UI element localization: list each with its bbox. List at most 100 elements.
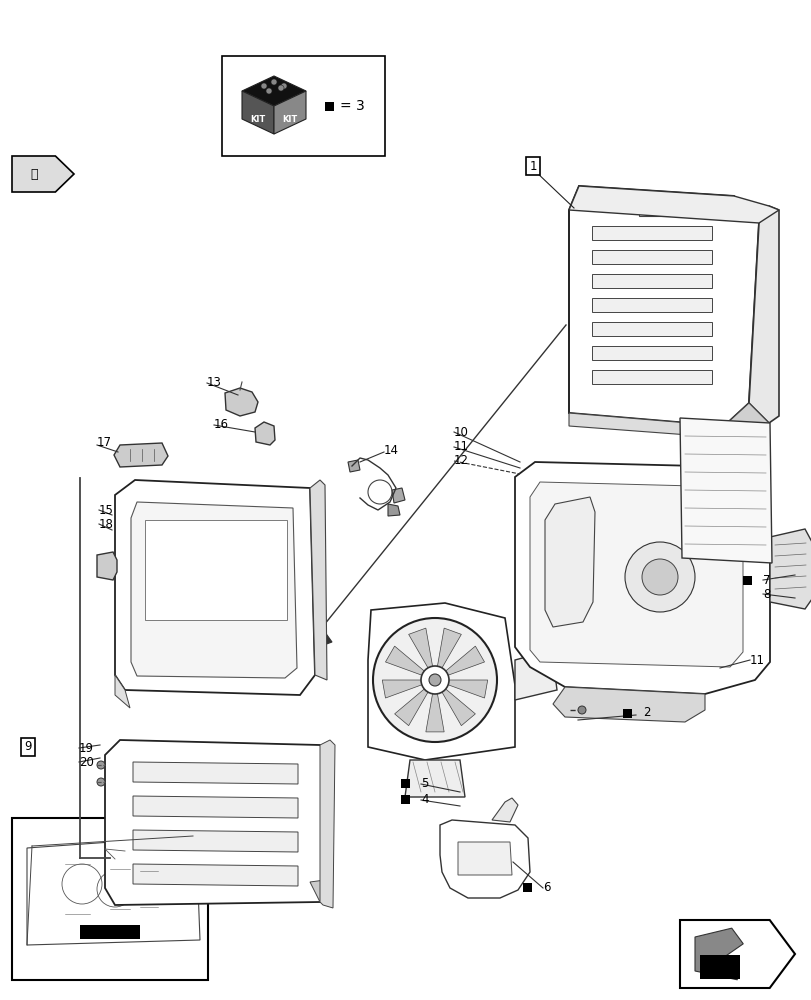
Polygon shape [440,688,474,726]
Bar [523,883,532,892]
Text: 12: 12 [453,454,469,468]
Text: 7: 7 [762,574,770,586]
Polygon shape [569,413,728,438]
Text: 18: 18 [99,518,114,530]
Circle shape [97,778,105,786]
Polygon shape [569,186,758,426]
Polygon shape [225,388,258,416]
Polygon shape [133,796,298,818]
Polygon shape [382,680,423,698]
Polygon shape [385,646,425,676]
Polygon shape [591,298,711,312]
Polygon shape [115,675,130,708]
Text: 20: 20 [79,756,94,768]
Polygon shape [97,552,117,580]
Polygon shape [425,692,444,732]
Polygon shape [394,688,428,726]
Text: 9: 9 [24,740,32,754]
Polygon shape [27,836,200,945]
Polygon shape [591,274,711,288]
Bar [401,779,410,788]
Circle shape [97,761,105,769]
Text: 1: 1 [529,160,536,173]
Polygon shape [392,488,405,503]
Polygon shape [748,206,778,423]
Text: 2: 2 [642,706,650,720]
Polygon shape [114,443,168,467]
Polygon shape [444,646,484,676]
Polygon shape [530,482,742,667]
Polygon shape [348,460,359,472]
Polygon shape [12,156,74,192]
Polygon shape [408,628,432,670]
Polygon shape [242,76,306,106]
Polygon shape [133,864,298,886]
Circle shape [624,542,694,612]
Polygon shape [273,91,306,134]
Polygon shape [591,250,711,264]
Bar [325,102,334,111]
Polygon shape [769,529,811,609]
Text: 13: 13 [207,375,221,388]
Polygon shape [723,403,768,440]
Bar [145,520,286,620]
Polygon shape [133,830,298,852]
Polygon shape [514,462,769,694]
Text: 8: 8 [762,587,770,600]
Bar [80,925,139,939]
Bar [623,708,632,718]
Circle shape [428,674,440,686]
Text: KIT: KIT [282,115,298,124]
Circle shape [281,83,286,89]
Text: 📋: 📋 [30,168,37,181]
Text: 11: 11 [749,654,764,666]
Polygon shape [388,504,400,516]
Polygon shape [679,418,771,563]
Polygon shape [320,740,335,908]
Polygon shape [591,370,711,384]
Polygon shape [436,628,461,670]
Polygon shape [131,502,297,678]
Polygon shape [514,650,556,700]
Polygon shape [591,346,711,360]
Text: = 3: = 3 [340,99,364,113]
Text: 16: 16 [214,418,229,432]
Polygon shape [591,322,711,336]
Polygon shape [440,820,530,898]
Polygon shape [310,880,329,902]
Text: 4: 4 [420,793,428,806]
Bar [401,795,410,804]
Polygon shape [105,740,329,905]
Circle shape [420,666,448,694]
Polygon shape [569,186,778,223]
Polygon shape [242,91,273,134]
Polygon shape [405,760,465,797]
Polygon shape [544,497,594,627]
Polygon shape [591,226,711,240]
Circle shape [266,88,272,94]
Text: 6: 6 [543,881,550,894]
Bar [12,818,208,980]
Text: 17: 17 [97,436,112,450]
Text: KIT: KIT [250,115,265,124]
Polygon shape [255,422,275,445]
Polygon shape [115,480,315,695]
Polygon shape [552,687,704,722]
Text: 5: 5 [420,777,428,790]
Circle shape [271,79,277,85]
Polygon shape [457,842,512,875]
Polygon shape [310,628,332,650]
Polygon shape [310,480,327,680]
Text: 10: 10 [453,426,468,438]
Text: 11: 11 [453,440,469,454]
Bar [743,576,752,584]
Text: 19: 19 [79,742,94,754]
Circle shape [277,85,284,91]
Circle shape [577,706,586,714]
Polygon shape [491,798,517,822]
Circle shape [260,83,267,89]
Polygon shape [679,920,794,988]
Polygon shape [694,928,742,980]
Text: 15: 15 [99,504,114,516]
Text: 14: 14 [384,444,398,458]
